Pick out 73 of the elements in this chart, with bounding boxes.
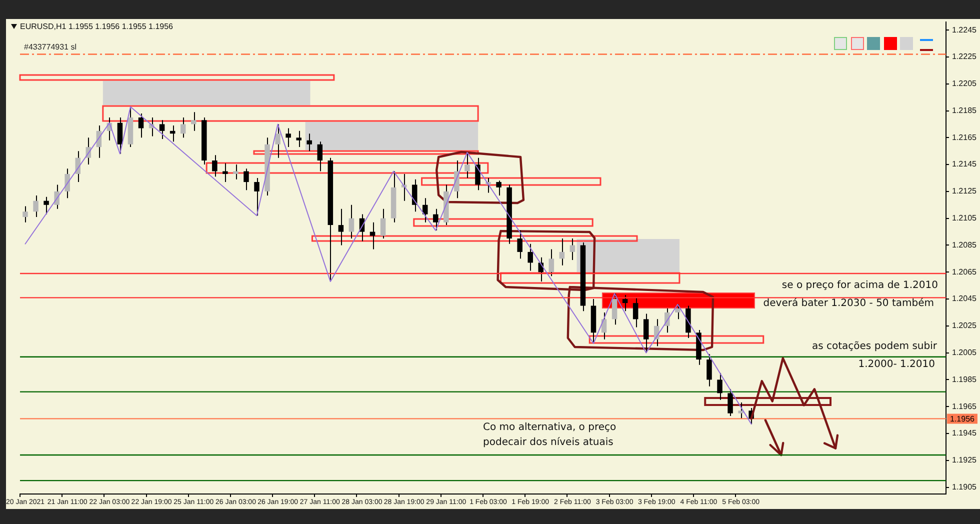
y-tick-label: 1.1985 bbox=[952, 374, 978, 384]
annotation: deverá bater 1.2030 - 50 também bbox=[763, 297, 934, 311]
candlestick bbox=[54, 184, 60, 210]
candlestick bbox=[348, 204, 354, 239]
candlestick bbox=[548, 248, 554, 277]
candlestick bbox=[717, 372, 722, 400]
annotation: Co mo alternativa, o preço bbox=[483, 421, 616, 435]
ref-line-label: 1.1956 bbox=[950, 414, 976, 424]
candlestick bbox=[212, 154, 218, 178]
candlestick bbox=[675, 304, 680, 320]
candlestick bbox=[528, 243, 533, 272]
annotation: podecair dos níveis atuais bbox=[483, 436, 614, 450]
candlestick bbox=[738, 402, 744, 420]
candlestick bbox=[317, 141, 323, 172]
annotation: as cotações podem subir bbox=[812, 340, 937, 354]
candlestick bbox=[370, 222, 376, 250]
candlestick bbox=[244, 168, 249, 191]
candlestick bbox=[190, 112, 196, 132]
candlestick bbox=[559, 238, 565, 266]
y-tick-label: 1.1905 bbox=[952, 482, 978, 492]
candlestick bbox=[728, 388, 733, 417]
candlestick bbox=[464, 152, 470, 178]
candlestick bbox=[643, 313, 649, 354]
annotation: se o preço for acima de 1.2010 bbox=[782, 279, 938, 293]
candlestick bbox=[117, 116, 123, 154]
candlestick bbox=[180, 116, 186, 138]
candlestick bbox=[338, 208, 344, 246]
candlestick bbox=[380, 208, 386, 239]
y-tick-label: 1.2205 bbox=[952, 79, 978, 88]
candlestick bbox=[706, 354, 712, 387]
y-tick-label: 1.2005 bbox=[952, 348, 978, 358]
candlestick bbox=[138, 112, 144, 138]
candlestick bbox=[496, 180, 502, 196]
candlestick bbox=[454, 160, 460, 199]
y-tick-label: 1.2025 bbox=[952, 321, 978, 330]
candlestick bbox=[433, 208, 438, 231]
y-tick-label: 1.2245 bbox=[952, 25, 978, 34]
y-tick-label: 1.2145 bbox=[952, 160, 978, 169]
y-tick-label: 1.2165 bbox=[952, 132, 978, 142]
y-tick-label: 1.1965 bbox=[952, 402, 978, 411]
candlestick bbox=[75, 150, 81, 183]
candlestick bbox=[517, 230, 522, 260]
candlestick bbox=[44, 196, 49, 215]
candlestick bbox=[475, 157, 480, 191]
y-tick-label: 1.2045 bbox=[952, 294, 978, 304]
candlestick bbox=[233, 164, 238, 180]
ref-line-label: #433774931 sl bbox=[24, 42, 77, 52]
candlestick bbox=[632, 297, 638, 328]
candlestick bbox=[422, 198, 428, 223]
candlestick bbox=[622, 294, 628, 312]
candlestick bbox=[570, 238, 576, 261]
candlestick bbox=[306, 133, 312, 152]
annotation: 1.2000- 1.2010 bbox=[858, 358, 935, 372]
candlestick bbox=[222, 162, 228, 183]
chart-title: EURUSD,H1 1.1955 1.1956 1.1955 1.1956 bbox=[20, 22, 173, 31]
y-tick-label: 1.1925 bbox=[952, 456, 978, 465]
candlestick bbox=[286, 128, 291, 148]
y-tick-label: 1.2185 bbox=[952, 106, 978, 115]
candlestick bbox=[275, 124, 280, 158]
candlestick bbox=[254, 177, 260, 216]
y-tick-label: 1.2085 bbox=[952, 240, 978, 250]
candlestick bbox=[159, 120, 165, 140]
candlestick bbox=[612, 293, 618, 326]
y-tick-label: 1.2125 bbox=[952, 186, 978, 196]
y-tick-label: 1.2225 bbox=[952, 52, 978, 62]
y-tick-label: 1.1945 bbox=[952, 428, 978, 438]
candlestick bbox=[538, 256, 544, 282]
candlestick bbox=[33, 194, 38, 218]
candlestick bbox=[296, 130, 302, 148]
candlestick bbox=[22, 206, 28, 223]
y-tick-label: 1.2105 bbox=[952, 214, 978, 223]
candlestick bbox=[64, 168, 70, 199]
y-tick-label: 1.2065 bbox=[952, 267, 978, 276]
